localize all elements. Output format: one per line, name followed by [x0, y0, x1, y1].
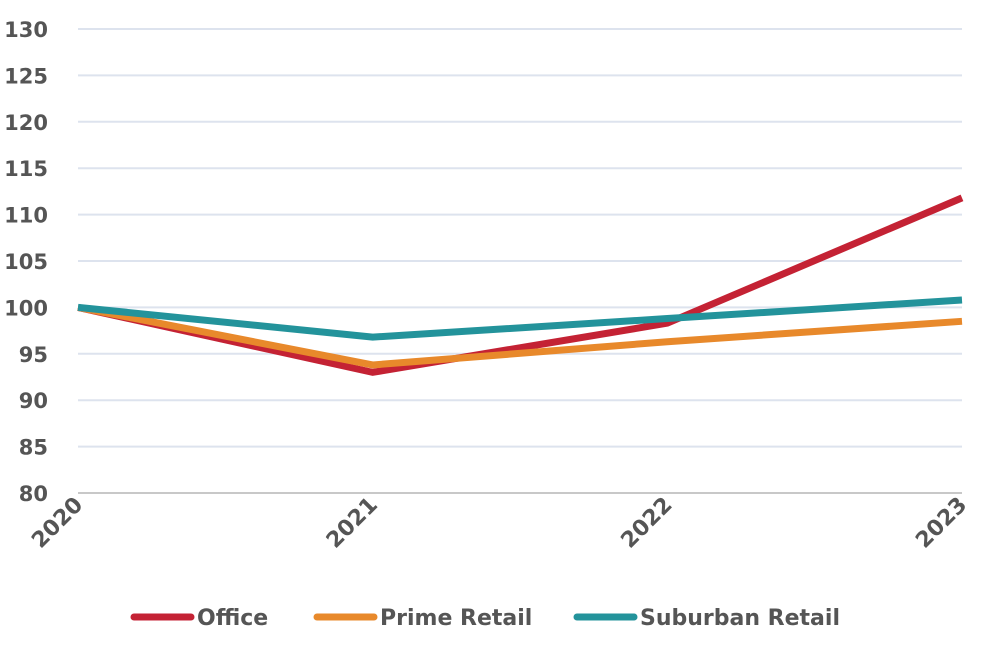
series-line-prime-retail — [77, 303, 963, 369]
gridlines — [78, 28, 962, 494]
legend-label: Office — [197, 606, 268, 631]
y-axis-ticks: 80 85 90 95 100 105 110 115 120 125 130 — [4, 18, 48, 506]
y-tick-label: 95 — [19, 343, 48, 367]
y-tick-label: 115 — [4, 157, 48, 181]
y-tick-label: 90 — [19, 389, 48, 413]
x-tick-label: 2022 — [617, 493, 678, 554]
y-tick-label: 120 — [4, 111, 48, 135]
legend: Office Prime Retail Suburban Retail — [130, 606, 840, 631]
x-tick-label: 2021 — [322, 493, 383, 554]
y-tick-label: 130 — [4, 18, 48, 42]
series-line-suburban-retail — [77, 296, 963, 341]
x-axis-ticks: 2020 2021 2022 2023 — [27, 493, 972, 554]
y-tick-label: 125 — [4, 64, 48, 88]
x-tick-label: 2023 — [911, 493, 972, 554]
legend-label: Prime Retail — [380, 606, 532, 631]
y-tick-label: 85 — [19, 436, 48, 460]
series-lines — [77, 194, 964, 376]
legend-label: Suburban Retail — [640, 606, 840, 631]
series-line-office — [77, 194, 964, 376]
y-tick-label: 105 — [4, 250, 48, 274]
y-tick-label: 110 — [4, 204, 48, 228]
y-tick-label: 80 — [19, 482, 48, 506]
y-tick-label: 100 — [4, 296, 48, 320]
